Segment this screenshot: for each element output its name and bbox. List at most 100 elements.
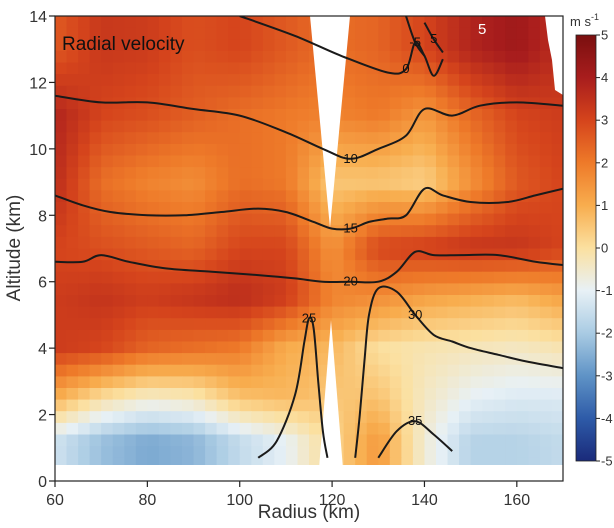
heatmap-cell [297,109,310,122]
heatmap-cell [158,446,172,459]
heatmap-cell [539,318,553,331]
heatmap-cell [470,16,483,29]
contour-label: 35 [408,413,422,428]
heatmap-cell [412,132,426,145]
heatmap-cell [470,260,483,273]
heatmap-cell [355,16,368,29]
heatmap-cell [239,50,252,64]
y-tick-label: 14 [29,9,47,26]
heatmap-cell [147,155,160,168]
heatmap-cell [343,62,356,75]
heatmap-cell [424,341,437,354]
contour-label: 20 [343,274,357,289]
colorbar-unit: m s-1 [570,12,599,29]
heatmap-cell [343,399,356,412]
heatmap-cell [505,178,518,192]
heatmap-cell [193,248,206,261]
heatmap-cell [262,109,276,122]
heatmap-cell [505,422,518,436]
heatmap-cell [274,97,287,110]
heatmap-cell [112,213,125,226]
heatmap-cell [205,283,218,296]
heatmap-cell [239,399,252,412]
heatmap-cell [124,178,137,192]
heatmap-cell [539,120,553,133]
heatmap-cell [516,306,530,319]
heatmap-cell [505,283,518,296]
heatmap-cell [493,399,506,412]
heatmap-cell [389,16,403,29]
heatmap-cell [320,318,333,331]
heatmap-cell [239,155,252,168]
heatmap-cell [216,376,229,389]
heatmap-cell [66,27,79,40]
heatmap-cell [101,353,114,366]
heatmap-cell [309,109,322,122]
heatmap-cell [251,446,264,459]
heatmap-cell [355,283,368,296]
x-tick-label: 160 [503,492,530,509]
heatmap-cell [285,422,299,436]
heatmap-cell [182,225,195,238]
heatmap-cell [135,120,149,133]
heatmap-cell [436,97,449,110]
heatmap-cell [528,388,541,401]
heatmap-cell [55,364,68,378]
heatmap-cell [539,376,553,389]
heatmap-cell [482,399,495,412]
heatmap-cell [343,411,356,424]
heatmap-cell [147,283,160,296]
heatmap-cell [251,236,264,250]
heatmap-cell [251,225,264,238]
heatmap-cell [112,143,125,157]
heatmap-cell [516,62,530,75]
contour-line [55,94,563,160]
heatmap-cell [516,120,530,133]
heatmap-cell [412,364,426,378]
heatmap-cell [412,236,426,250]
heatmap-cell [158,132,172,145]
heatmap-cell [505,434,518,447]
heatmap-cell [193,225,206,238]
heatmap-cell [124,388,137,401]
heatmap-cell [182,341,195,354]
heatmap-cell [274,306,287,319]
heatmap-cell [55,399,68,412]
heatmap-cell [170,167,183,180]
heatmap-cell [343,446,356,459]
heatmap-cell [285,318,299,331]
heatmap-cell [135,248,149,261]
heatmap-cell [216,446,229,459]
heatmap-cell [124,109,137,122]
heatmap-cell [228,318,241,331]
x-tick-label: 120 [319,492,346,509]
heatmap-cell [216,39,229,52]
heatmap-cell [528,376,541,389]
heatmap-cell [135,62,149,75]
heatmap-cell [89,190,102,203]
heatmap-cell [112,341,125,354]
heatmap-cell [158,271,172,285]
heatmap-cell [401,143,414,157]
heatmap-cell [182,434,195,447]
heatmap-cell [378,283,391,296]
heatmap-cell [539,109,553,122]
heatmap-cell [459,178,472,192]
heatmap-cell [147,190,160,203]
heatmap-cell [274,295,287,308]
heatmap-cell [55,341,68,354]
heatmap-cell [170,318,183,331]
heatmap-cell [101,411,114,424]
heatmap-cell [551,318,563,331]
heatmap-cell [436,422,449,436]
heatmap-cell [389,318,403,331]
heatmap-cell [516,213,530,226]
heatmap-cell [285,178,299,192]
heatmap-cell [516,39,530,52]
heatmap-cell [228,260,241,273]
heatmap-cell [436,225,449,238]
heatmap-cell [101,481,113,493]
heatmap-cell [205,295,218,308]
heatmap-cell [528,248,541,261]
